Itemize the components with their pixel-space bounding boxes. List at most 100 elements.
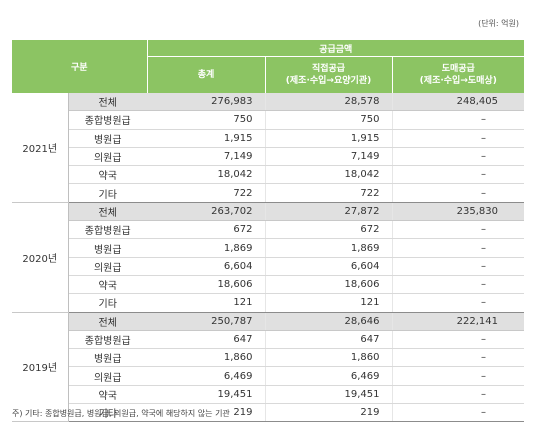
header-gubun: 구분 bbox=[12, 40, 148, 93]
wholesale-cell: – bbox=[391, 293, 525, 313]
total-cell: 18,042 bbox=[147, 165, 265, 185]
wholesale-cell: – bbox=[391, 147, 525, 167]
direct-cell: 18,042 bbox=[264, 165, 392, 185]
total-cell: 121 bbox=[147, 293, 265, 313]
table-row: 기타 722 722– bbox=[12, 183, 525, 203]
category-cell: 의원급 bbox=[68, 257, 147, 276]
footnote: 주) 기타: 종합병원급, 병원급, 의원급, 약국에 해당하지 않는 기관 bbox=[12, 409, 230, 418]
table-row: 기타 121 121– bbox=[12, 293, 525, 313]
category-cell: 기타 bbox=[68, 403, 147, 423]
wholesale-cell: – bbox=[391, 110, 525, 130]
header-wholesale-sub: (제조·수입→도매상) bbox=[419, 76, 497, 86]
wholesale-cell: – bbox=[391, 257, 525, 276]
header-wholesale-label: 도매공급 bbox=[441, 64, 475, 74]
wholesale-cell: – bbox=[391, 220, 525, 240]
total-cell: 7,149 bbox=[147, 147, 265, 167]
year-label: 2021년 bbox=[12, 93, 69, 203]
total-cell: 219 bbox=[147, 403, 265, 423]
category-cell: 약국 bbox=[68, 165, 147, 185]
direct-cell: 6,604 bbox=[264, 257, 392, 276]
table-row-total: 2021년 전체 276,983 28,578 248,405 bbox=[12, 93, 525, 203]
category-cell: 종합병원급 bbox=[68, 220, 147, 240]
category-cell: 병원급 bbox=[68, 129, 147, 148]
category-cell: 병원급 bbox=[68, 348, 147, 368]
category-cell: 의원급 bbox=[68, 366, 147, 386]
table-header: 구분 공급금액 총계 직접공급 (제조·수입→요양기관) 도매공급 (제조·수입… bbox=[12, 40, 525, 93]
total-cell: 1,869 bbox=[147, 238, 265, 258]
header-direct: 직접공급 (제조·수입→요양기관) bbox=[264, 56, 392, 93]
direct-cell: 6,469 bbox=[264, 366, 392, 386]
total-cell: 263,702 bbox=[147, 202, 265, 222]
total-cell: 1,860 bbox=[147, 348, 265, 368]
total-cell: 750 bbox=[147, 110, 265, 130]
wholesale-cell: 222,141 bbox=[391, 312, 525, 331]
category-cell: 병원급 bbox=[68, 238, 147, 258]
direct-cell: 750 bbox=[264, 110, 392, 130]
table-row: 의원급 7,149 7,149– bbox=[12, 147, 525, 167]
direct-cell: 7,149 bbox=[264, 147, 392, 167]
table-row: 약국 19,451 19,451– bbox=[12, 385, 525, 405]
table-row: 의원급 6,469 6,469– bbox=[12, 366, 525, 386]
category-cell: 의원급 bbox=[68, 147, 147, 167]
total-cell: 18,606 bbox=[147, 275, 265, 295]
wholesale-cell: 248,405 bbox=[391, 93, 525, 112]
table-row: 약국 18,042 18,042– bbox=[12, 165, 525, 185]
table-row: 병원급 1,860 1,860– bbox=[12, 348, 525, 368]
header-supply-amount: 공급금액 bbox=[147, 40, 525, 57]
year-label: 2019년 bbox=[12, 312, 69, 423]
table-row: 종합병원급 647 647– bbox=[12, 330, 525, 350]
direct-cell: 1,869 bbox=[264, 238, 392, 258]
wholesale-cell: – bbox=[391, 403, 525, 423]
category-cell: 전체 bbox=[68, 93, 147, 112]
direct-cell: 19,451 bbox=[264, 385, 392, 405]
total-cell: 6,469 bbox=[147, 366, 265, 386]
category-cell: 종합병원급 bbox=[68, 110, 147, 130]
category-cell: 기타 bbox=[68, 293, 147, 313]
table-row: 병원급 1,915 1,915– bbox=[12, 129, 525, 148]
wholesale-cell: 235,830 bbox=[391, 202, 525, 222]
total-cell: 6,604 bbox=[147, 257, 265, 276]
total-cell: 722 bbox=[147, 183, 265, 203]
wholesale-cell: – bbox=[391, 238, 525, 258]
direct-cell: 219 bbox=[264, 403, 392, 423]
wholesale-cell: – bbox=[391, 183, 525, 203]
table-row: 병원급 1,869 1,869– bbox=[12, 238, 525, 258]
total-cell: 250,787 bbox=[147, 312, 265, 331]
category-cell: 기타 bbox=[68, 183, 147, 203]
wholesale-cell: – bbox=[391, 129, 525, 148]
wholesale-cell: – bbox=[391, 275, 525, 295]
total-cell: 647 bbox=[147, 330, 265, 350]
category-cell: 약국 bbox=[68, 275, 147, 295]
direct-cell: 28,578 bbox=[264, 93, 392, 112]
wholesale-cell: – bbox=[391, 385, 525, 405]
category-cell: 전체 bbox=[68, 312, 147, 331]
wholesale-cell: – bbox=[391, 165, 525, 185]
supply-amount-table: 구분 공급금액 총계 직접공급 (제조·수입→요양기관) 도매공급 (제조·수입… bbox=[12, 40, 525, 423]
total-cell: 672 bbox=[147, 220, 265, 240]
direct-cell: 672 bbox=[264, 220, 392, 240]
table-row-total: 2020년 전체 263,702 27,872 235,830 bbox=[12, 202, 525, 313]
table-body: 2021년 전체 276,983 28,578 248,405 종합병원급 750 750– 병… bbox=[12, 93, 525, 423]
unit-note: (단위: 억원) bbox=[478, 19, 519, 28]
total-cell: 19,451 bbox=[147, 385, 265, 405]
direct-cell: 18,606 bbox=[264, 275, 392, 295]
table-row: 종합병원급 750 750– bbox=[12, 110, 525, 130]
direct-cell: 1,860 bbox=[264, 348, 392, 368]
wholesale-cell: – bbox=[391, 366, 525, 386]
direct-cell: 1,915 bbox=[264, 129, 392, 148]
wholesale-cell: – bbox=[391, 348, 525, 368]
header-total: 총계 bbox=[146, 56, 265, 93]
table-row: 종합병원급 672 672– bbox=[12, 220, 525, 240]
wholesale-cell: – bbox=[391, 330, 525, 350]
header-direct-sub: (제조·수입→요양기관) bbox=[285, 76, 372, 86]
direct-cell: 27,872 bbox=[264, 202, 392, 222]
header-direct-label: 직접공급 bbox=[311, 64, 346, 74]
table-row: 약국 18,606 18,606– bbox=[12, 275, 525, 295]
total-cell: 1,915 bbox=[147, 129, 265, 148]
category-cell: 종합병원급 bbox=[68, 330, 147, 350]
table-row: 기타 219 219– bbox=[12, 403, 525, 423]
direct-cell: 722 bbox=[264, 183, 392, 203]
category-cell: 약국 bbox=[68, 385, 147, 405]
direct-cell: 647 bbox=[264, 330, 392, 350]
year-label: 2020년 bbox=[12, 202, 69, 313]
